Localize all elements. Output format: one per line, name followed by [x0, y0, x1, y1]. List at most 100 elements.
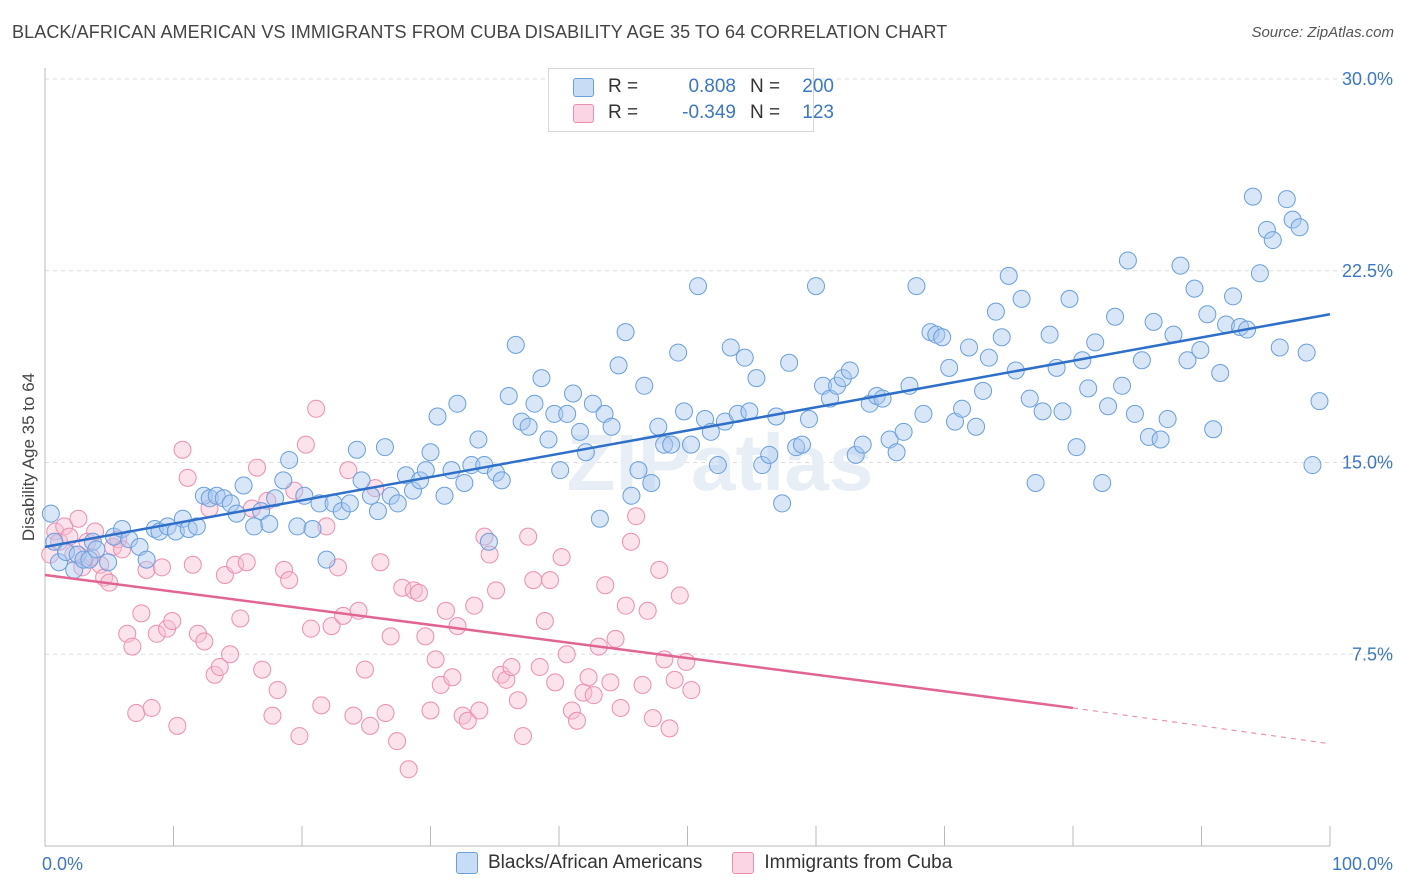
cuba-point — [188, 624, 207, 643]
cuba-point — [567, 711, 586, 730]
black-point — [1283, 210, 1302, 229]
black-point — [721, 338, 740, 357]
cuba-trend-line — [44, 573, 1074, 710]
black-point — [375, 438, 394, 457]
cuba-point — [665, 670, 684, 689]
black-point — [1113, 376, 1132, 395]
x-tick-label: 100.0% — [1332, 854, 1393, 874]
black-point — [571, 422, 590, 441]
legend-n-label: N = — [750, 102, 781, 123]
cuba-point — [660, 719, 679, 738]
cuba-point — [296, 435, 315, 454]
cuba-point — [46, 522, 65, 541]
cuba-point — [334, 606, 353, 625]
black-point — [940, 358, 959, 377]
cuba-point — [231, 609, 250, 628]
black-point — [137, 550, 156, 569]
cuba-point — [69, 509, 88, 528]
black-point — [288, 517, 307, 536]
trend-lines — [44, 312, 1331, 745]
legend-n-value: 200 — [802, 76, 834, 97]
cuba-point — [355, 660, 374, 679]
black-point — [435, 486, 454, 505]
cuba-point — [290, 727, 309, 746]
black-point — [280, 450, 299, 469]
black-point — [914, 404, 933, 423]
black-point — [629, 461, 648, 480]
black-point — [833, 369, 852, 388]
cuba-point — [371, 553, 390, 572]
axes — [44, 68, 1331, 847]
cuba-point — [253, 660, 272, 679]
cuba-point — [263, 706, 282, 725]
black-point — [532, 369, 551, 388]
source-label: Source: ZipAtlas.com — [1251, 24, 1394, 41]
legend-n-value: 123 — [802, 102, 834, 123]
cuba-point — [275, 560, 294, 579]
cuba-point — [152, 558, 171, 577]
black-point — [576, 443, 595, 462]
cuba-point — [226, 555, 245, 574]
cuba-point — [606, 629, 625, 648]
correlation-legend: R = 0.808 N = 200 R = -0.349 N = 123 — [548, 68, 834, 132]
black-point — [674, 402, 693, 421]
black-point — [747, 369, 766, 388]
black-point — [545, 404, 564, 423]
cuba-point — [55, 517, 74, 536]
black-trend-line — [44, 312, 1331, 549]
cuba-point — [388, 732, 407, 751]
legend-label-cuba: Immigrants from Cuba — [764, 852, 953, 873]
cuba-point — [183, 555, 202, 574]
black-point — [780, 353, 799, 372]
black-point — [442, 461, 461, 480]
black-point — [999, 266, 1018, 285]
black-point — [967, 417, 986, 436]
black-point — [368, 502, 387, 521]
black-point — [564, 384, 583, 403]
cuba-point — [470, 701, 489, 720]
black-point — [506, 335, 525, 354]
black-point — [1040, 325, 1059, 344]
cuba-point — [443, 668, 462, 687]
legend-r-label: R = — [608, 102, 639, 123]
cuba-point — [399, 760, 418, 779]
black-point — [1270, 338, 1289, 357]
cuba-point — [393, 578, 412, 597]
black-point — [428, 407, 447, 426]
black-point — [421, 443, 440, 462]
series-black-points — [41, 187, 1329, 579]
black-point — [1290, 218, 1309, 237]
black-point — [479, 532, 498, 551]
black-point — [455, 473, 474, 492]
black-point — [551, 461, 570, 480]
black-point — [245, 517, 264, 536]
black-point — [1297, 343, 1316, 362]
black-point — [87, 540, 106, 559]
black-point — [499, 387, 518, 406]
cuba-point — [480, 545, 499, 564]
black-point — [525, 394, 544, 413]
black-point — [340, 494, 359, 513]
black-point — [1053, 402, 1072, 421]
black-point — [609, 356, 628, 375]
cuba-point — [638, 601, 657, 620]
black-point — [840, 361, 859, 380]
black-point — [894, 422, 913, 441]
black-point — [669, 343, 688, 362]
black-point — [635, 376, 654, 395]
legend-label-black: Blacks/African Americans — [488, 852, 703, 873]
x-tick-label: 0.0% — [42, 854, 83, 874]
cuba-point — [616, 596, 635, 615]
cuba-point — [579, 668, 598, 687]
cuba-point — [64, 545, 83, 564]
black-point — [221, 494, 240, 513]
black-point — [1224, 287, 1243, 306]
black-point — [655, 435, 674, 454]
cuba-point — [682, 681, 701, 700]
cuba-point — [376, 704, 395, 723]
black-point — [1185, 279, 1204, 298]
black-point — [1158, 410, 1177, 429]
cuba-point — [285, 481, 304, 500]
black-point — [200, 489, 219, 508]
